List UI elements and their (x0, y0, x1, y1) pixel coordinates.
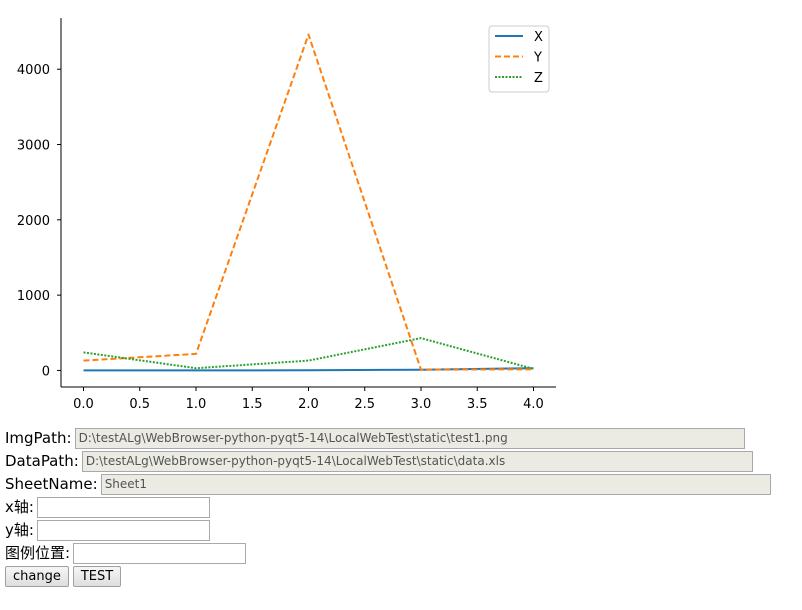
y-tick-label: 3000 (17, 139, 50, 154)
chart-legend: XYZ (488, 25, 550, 93)
test-button[interactable]: TEST (72, 565, 122, 587)
button-row: change TEST (5, 565, 125, 587)
img-path-label: ImgPath: (5, 429, 72, 447)
img-path-row: ImgPath: (5, 427, 745, 449)
legend-position-row: 图例位置: (5, 542, 247, 564)
legend-label-y: Y (533, 51, 542, 66)
x-axis-input[interactable] (36, 496, 210, 518)
y-axis-label: y轴: (5, 521, 34, 539)
line-chart: 0.0 0.5 1.0 1.5 2.0 2.5 3.0 3.5 4.0 0 1000 2000 3000… (17, 18, 556, 412)
x-tick-label: 3.0 (411, 397, 432, 412)
legend-label-x: X (534, 30, 543, 45)
y-tick-label: 2000 (17, 214, 50, 229)
x-tick-label: 0.5 (129, 397, 150, 412)
legend-label-z: Z (534, 71, 543, 86)
x-axis-label: x轴: (5, 498, 34, 516)
x-axis-row: x轴: (5, 496, 210, 518)
legend-position-input[interactable] (73, 542, 247, 564)
data-path-input[interactable] (81, 450, 753, 472)
x-tick-label: 1.5 (242, 397, 263, 412)
y-axis-row: y轴: (5, 519, 210, 541)
img-path-input[interactable] (74, 427, 745, 449)
sheet-name-label: SheetName: (5, 475, 98, 493)
y-axis-input[interactable] (36, 519, 210, 541)
x-tick-label: 2.0 (298, 397, 319, 412)
sheet-name-input[interactable] (100, 473, 771, 495)
series-line-y (83, 33, 534, 371)
x-tick-label: 2.5 (354, 397, 375, 412)
y-tick-label: 4000 (17, 63, 50, 78)
x-tick-label: 0.0 (73, 397, 94, 412)
x-tick-label: 1.0 (186, 397, 207, 412)
y-tick-label: 1000 (17, 289, 50, 304)
legend-position-label: 图例位置: (5, 544, 71, 562)
y-tick-label: 0 (42, 364, 50, 379)
series-line-z (83, 337, 534, 370)
chart-axes: 0.0 0.5 1.0 1.5 2.0 2.5 3.0 3.5 4.0 0 1000 2000 3000… (17, 18, 556, 412)
sheet-name-row: SheetName: (5, 473, 771, 495)
change-button[interactable]: change (5, 565, 69, 587)
data-path-row: DataPath: (5, 450, 753, 472)
x-tick-label: 4.0 (523, 397, 544, 412)
data-path-label: DataPath: (5, 452, 79, 470)
x-tick-label: 3.5 (467, 397, 488, 412)
legend-frame (488, 25, 550, 93)
chart-series-lines (83, 33, 534, 372)
